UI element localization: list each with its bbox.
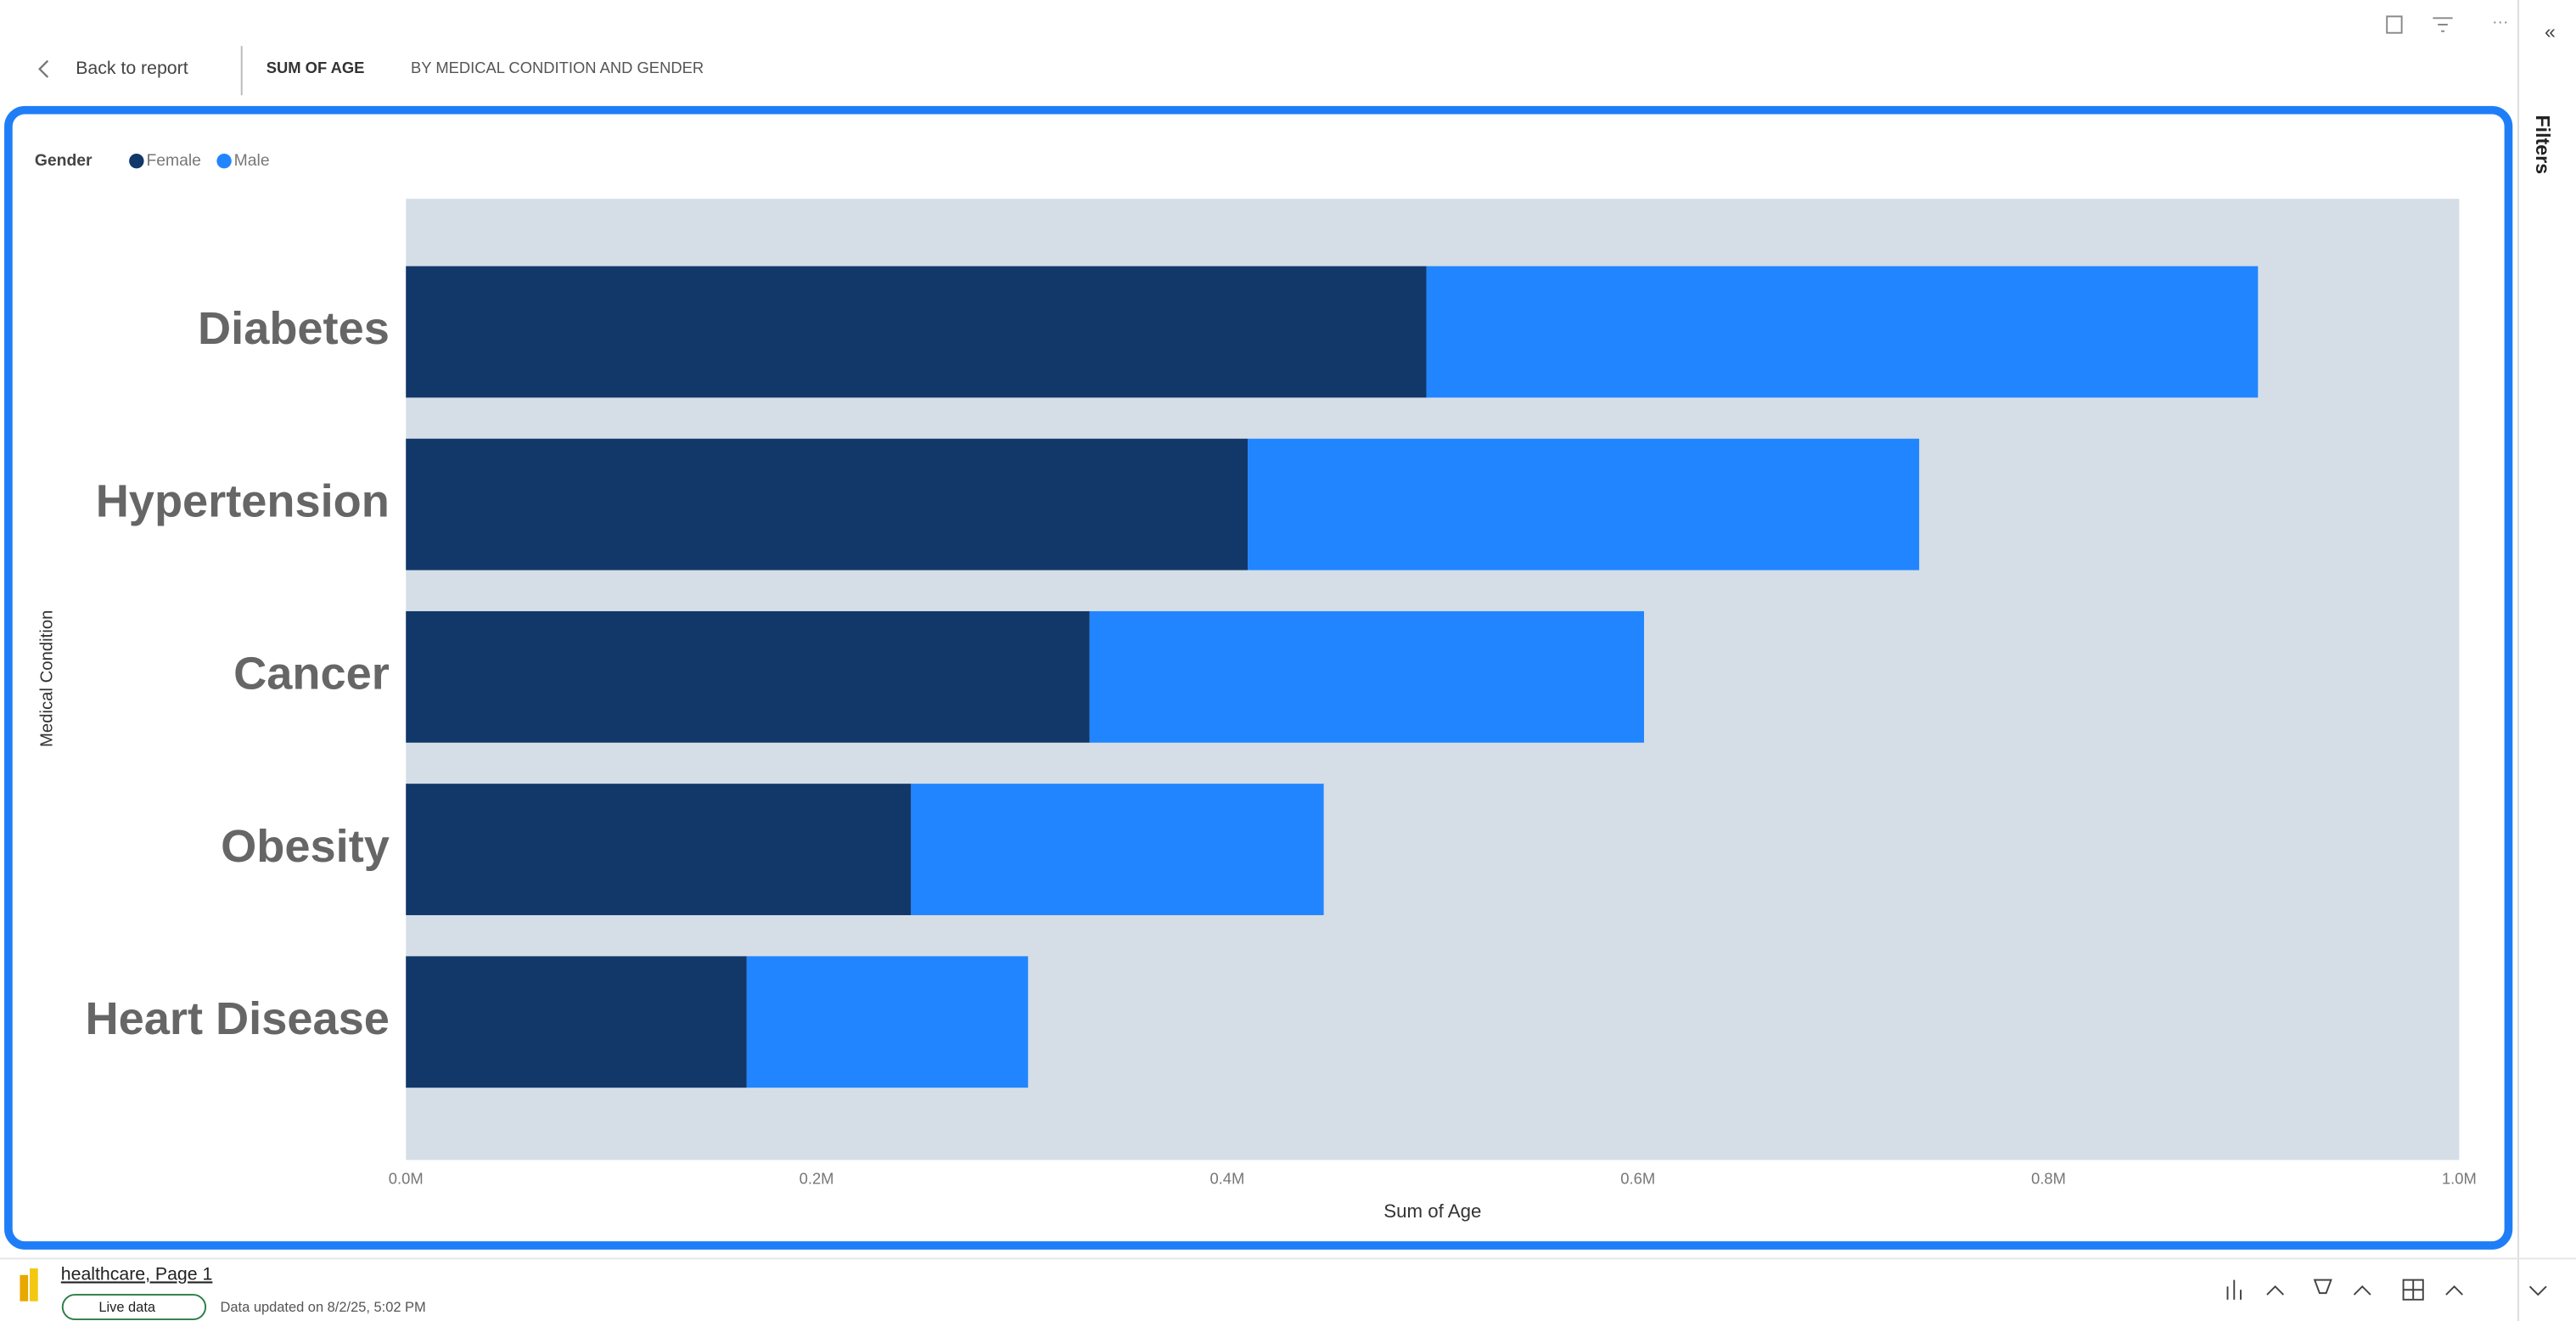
visual-title: SUM OF AGE <box>267 59 365 76</box>
legend-swatch <box>216 153 232 169</box>
bar-segment <box>406 956 747 1088</box>
back-link[interactable]: Back to report <box>76 58 188 78</box>
focus-icon[interactable] <box>2386 15 2403 34</box>
updated-text: Data updated on 8/2/25, 5:02 PM <box>221 1300 426 1315</box>
y-tick-label: Obesity <box>221 821 390 872</box>
bar-segment <box>911 784 1324 915</box>
bar-segment <box>746 956 1029 1088</box>
more-icon[interactable]: ··· <box>2492 13 2508 31</box>
y-tick-label: Diabetes <box>198 303 390 354</box>
legend-label: Female <box>146 151 201 170</box>
y-axis-title: Medical Condition <box>38 610 57 747</box>
legend-title: Gender <box>35 151 93 170</box>
collapse-icon[interactable]: « <box>2545 20 2556 42</box>
filters-pane-label[interactable]: Filters <box>2532 115 2554 174</box>
bar-segment <box>406 438 1249 571</box>
app-icon-bar <box>30 1268 38 1301</box>
x-axis-title: Sum of Age <box>1383 1200 1481 1222</box>
legend-swatch <box>129 153 144 169</box>
x-tick-label: 0.0M <box>389 1169 424 1187</box>
visual-subtitle: BY MEDICAL CONDITION AND GENDER <box>411 59 704 76</box>
x-tick-label: 0.8M <box>2031 1169 2066 1187</box>
bar-segment <box>1426 266 2259 398</box>
x-tick-label: 0.6M <box>1620 1169 1655 1187</box>
y-tick-label: Hypertension <box>96 475 390 526</box>
report-name[interactable]: healthcare, Page 1 <box>61 1263 213 1284</box>
live-label[interactable]: Live data <box>98 1300 156 1315</box>
bar-segment <box>1089 610 1644 743</box>
app-icon <box>20 1274 29 1301</box>
bar-segment <box>1248 438 1920 571</box>
footer-icons[interactable] <box>2226 1279 2547 1301</box>
x-tick-label: 1.0M <box>2442 1169 2477 1187</box>
legend-label: Male <box>234 151 270 170</box>
bar-segment <box>406 784 912 915</box>
filter-icon[interactable] <box>2433 17 2453 32</box>
back-icon[interactable] <box>38 59 49 78</box>
bar-segment <box>406 266 1427 398</box>
y-tick-label: Cancer <box>233 649 390 700</box>
x-tick-label: 0.2M <box>800 1169 834 1187</box>
y-tick-label: Heart Disease <box>86 993 390 1044</box>
bar-segment <box>406 610 1090 743</box>
live-badge[interactable] <box>61 1294 207 1321</box>
x-tick-label: 0.4M <box>1209 1169 1244 1187</box>
chart: Gender Female Male 0.0M 0.2M 0.4M 0.6M 0.8M 1.0M… <box>35 151 2477 1222</box>
